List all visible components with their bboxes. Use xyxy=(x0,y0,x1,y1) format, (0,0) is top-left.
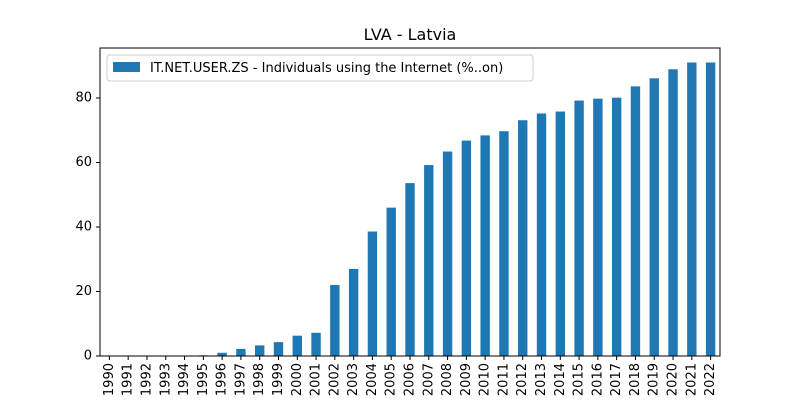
bar-2012 xyxy=(518,120,528,357)
x-tick-label: 1996 xyxy=(215,363,230,396)
bar-2019 xyxy=(649,78,659,356)
bar-2022 xyxy=(705,62,716,356)
x-tick-label: 2005 xyxy=(384,363,399,396)
bar-2006 xyxy=(405,183,415,356)
x-tick-label: 2008 xyxy=(440,363,455,396)
bar-2002 xyxy=(330,285,340,356)
legend-box xyxy=(106,54,534,82)
bar-2009 xyxy=(461,140,472,356)
y-tick-label: 40 xyxy=(75,219,92,234)
legend: IT.NET.USER.ZS - Individuals using the I… xyxy=(106,54,534,82)
x-tick-label: 2011 xyxy=(496,363,511,396)
bar-2001 xyxy=(311,332,321,356)
x-tick-label: 2012 xyxy=(515,363,530,396)
bar-1999 xyxy=(273,342,284,356)
x-tick-label: 2017 xyxy=(609,363,624,396)
bar-2003 xyxy=(348,268,359,356)
bar-2007 xyxy=(424,165,434,356)
x-tick-label: 2004 xyxy=(365,363,380,396)
x-tick-label: 2022 xyxy=(703,363,718,396)
y-tick-label: 80 xyxy=(75,90,92,105)
x-tick-label: 1998 xyxy=(252,363,267,396)
chart-title: LVA - Latvia xyxy=(364,25,457,44)
y-axis: 0 20 40 60 80 xyxy=(75,90,100,364)
bar-2021 xyxy=(687,62,697,356)
bars-layer xyxy=(179,62,716,357)
x-tick-label: 1995 xyxy=(196,363,211,396)
x-tick-label: 2001 xyxy=(309,363,324,396)
bar-1998 xyxy=(255,345,265,356)
x-tick-label: 2009 xyxy=(459,363,474,396)
bar-2004 xyxy=(367,231,378,356)
x-tick-label: 2013 xyxy=(534,363,549,396)
x-tick-label: 1993 xyxy=(158,363,173,396)
bar-2020 xyxy=(668,69,678,356)
bar-2010 xyxy=(480,135,490,356)
x-tick-label: 1997 xyxy=(233,363,248,396)
bar-2015 xyxy=(574,100,584,356)
bar-2014 xyxy=(555,111,565,356)
x-tick-label: 2014 xyxy=(553,363,568,396)
x-tick-label: 2007 xyxy=(421,363,436,396)
plot-frame xyxy=(99,47,721,357)
bar-2000 xyxy=(292,335,302,356)
x-tick-label: 2018 xyxy=(628,363,643,396)
x-tick-label: 2002 xyxy=(327,363,342,396)
bar-1997 xyxy=(236,348,246,356)
x-tick-label: 1994 xyxy=(177,363,192,396)
x-tick-label: 2010 xyxy=(478,363,493,396)
bar-1996 xyxy=(217,352,227,356)
bar-2016 xyxy=(593,98,603,356)
bar-2011 xyxy=(499,131,509,356)
x-tick-label: 1999 xyxy=(271,363,286,396)
bar-2013 xyxy=(536,113,547,356)
x-tick-label: 2019 xyxy=(647,363,662,396)
bar-2008 xyxy=(442,151,453,356)
legend-label: IT.NET.USER.ZS - Individuals using the I… xyxy=(150,61,503,76)
x-tick-label: 2000 xyxy=(290,363,305,396)
bar-2017 xyxy=(611,97,622,357)
y-tick-label: 20 xyxy=(75,284,92,299)
x-axis: 1990 1991 1992 1993 1994 1995 1996 1997 1998 1999… xyxy=(102,356,718,396)
x-tick-label: 2021 xyxy=(684,363,699,396)
legend-swatch xyxy=(113,62,140,72)
y-tick-label: 60 xyxy=(75,155,92,170)
x-tick-label: 1991 xyxy=(121,363,136,396)
x-tick-label: 2015 xyxy=(572,363,587,396)
bar-2018 xyxy=(630,86,641,356)
x-tick-label: 2020 xyxy=(666,363,681,396)
x-tick-label: 1992 xyxy=(139,363,154,396)
y-tick-label: 0 xyxy=(84,349,92,364)
x-tick-label: 2016 xyxy=(590,363,605,396)
x-tick-label: 2003 xyxy=(346,363,361,396)
x-tick-label: 2006 xyxy=(403,363,418,396)
bar-2005 xyxy=(386,207,396,356)
x-tick-label: 1990 xyxy=(102,363,117,396)
